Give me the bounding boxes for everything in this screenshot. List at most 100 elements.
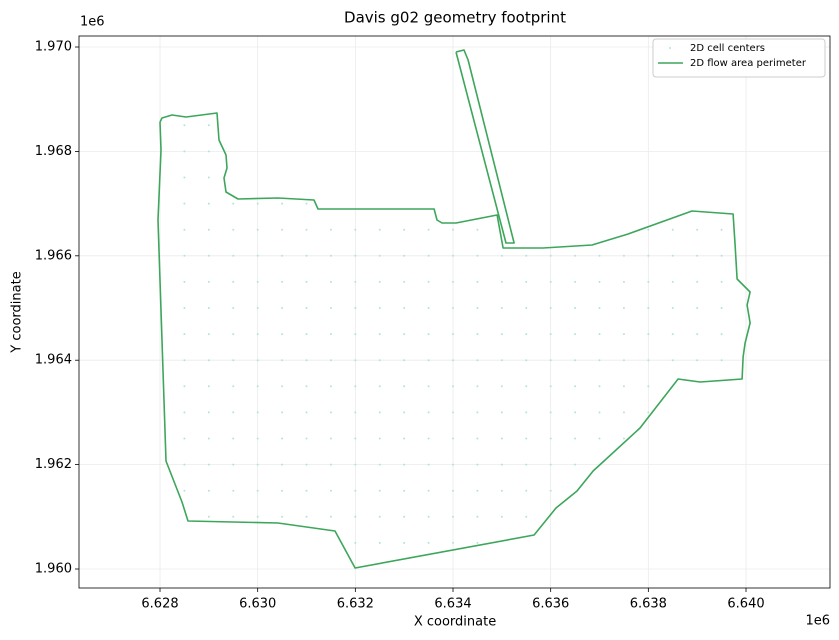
cell-center	[183, 411, 186, 414]
cell-center	[232, 463, 235, 466]
cell-center	[671, 254, 674, 257]
cell-center	[525, 307, 528, 310]
cell-center	[574, 411, 577, 414]
cell-center	[207, 411, 210, 414]
cell-center	[452, 333, 455, 336]
cell-center	[232, 385, 235, 388]
cell-center	[647, 280, 650, 283]
cell-center	[378, 359, 381, 362]
cell-center	[403, 228, 406, 231]
x-tick-label: 6.640	[727, 597, 764, 612]
cell-center	[281, 463, 284, 466]
cell-center	[476, 307, 479, 310]
cell-center	[305, 515, 308, 518]
cell-center	[305, 254, 308, 257]
cell-center	[281, 228, 284, 231]
cell-center	[452, 541, 455, 544]
cell-center	[256, 515, 259, 518]
cell-center	[329, 307, 332, 310]
cell-center	[207, 515, 210, 518]
cell-center	[696, 228, 699, 231]
cell-center	[720, 280, 723, 283]
cell-center	[598, 437, 601, 440]
cell-center	[232, 307, 235, 310]
cell-center	[549, 333, 552, 336]
cell-center	[574, 333, 577, 336]
cell-center	[427, 333, 430, 336]
cell-center	[574, 307, 577, 310]
cell-center	[549, 385, 552, 388]
cell-center	[500, 280, 503, 283]
cell-center	[354, 385, 357, 388]
cell-center	[427, 280, 430, 283]
cell-center	[452, 385, 455, 388]
cell-center	[647, 411, 650, 414]
cell-center	[354, 307, 357, 310]
cell-center	[622, 254, 625, 257]
cell-center	[427, 541, 430, 544]
cell-center	[598, 411, 601, 414]
cell-center	[256, 385, 259, 388]
cell-center	[525, 437, 528, 440]
x-tick-label: 6.630	[239, 597, 276, 612]
cell-center	[281, 515, 284, 518]
cell-center	[281, 489, 284, 492]
cell-center	[207, 437, 210, 440]
cell-center	[525, 463, 528, 466]
x-tick-label: 6.636	[532, 597, 569, 612]
cell-center	[232, 489, 235, 492]
cell-center	[671, 228, 674, 231]
cell-center	[671, 307, 674, 310]
cell-center	[354, 463, 357, 466]
x-tick-label: 6.632	[337, 597, 374, 612]
cell-center	[476, 437, 479, 440]
cell-center	[403, 411, 406, 414]
cell-center	[500, 489, 503, 492]
cell-center	[525, 489, 528, 492]
cell-center	[281, 333, 284, 336]
cell-center	[207, 307, 210, 310]
cell-center	[720, 359, 723, 362]
cell-center	[354, 411, 357, 414]
cell-center	[696, 333, 699, 336]
cell-center	[329, 228, 332, 231]
cell-center	[183, 228, 186, 231]
cell-center	[378, 515, 381, 518]
cell-center	[281, 437, 284, 440]
legend-box	[652, 38, 826, 78]
cell-center	[720, 333, 723, 336]
cell-center	[647, 307, 650, 310]
cell-center	[647, 333, 650, 336]
cell-center	[329, 333, 332, 336]
cell-center	[500, 411, 503, 414]
cell-center	[525, 385, 528, 388]
cell-center	[329, 489, 332, 492]
cell-center	[281, 359, 284, 362]
cell-center	[476, 280, 479, 283]
cell-center	[476, 359, 479, 362]
cell-center	[427, 463, 430, 466]
cell-center	[403, 333, 406, 336]
cell-center	[183, 359, 186, 362]
x-tick-label: 6.638	[630, 597, 667, 612]
cell-center	[207, 385, 210, 388]
cell-center	[183, 437, 186, 440]
cell-center	[281, 254, 284, 257]
cell-center	[671, 333, 674, 336]
cell-center	[525, 359, 528, 362]
cell-center	[281, 411, 284, 414]
cell-center	[500, 307, 503, 310]
cell-center	[183, 124, 186, 127]
cell-center	[598, 333, 601, 336]
cell-center	[378, 489, 381, 492]
cell-center	[329, 254, 332, 257]
cell-center	[378, 254, 381, 257]
cell-center	[281, 385, 284, 388]
cell-center	[183, 307, 186, 310]
cell-center	[598, 307, 601, 310]
cell-center	[647, 359, 650, 362]
perimeter-line	[157, 49, 751, 569]
cell-center	[232, 359, 235, 362]
cell-center	[305, 359, 308, 362]
cell-center	[574, 280, 577, 283]
